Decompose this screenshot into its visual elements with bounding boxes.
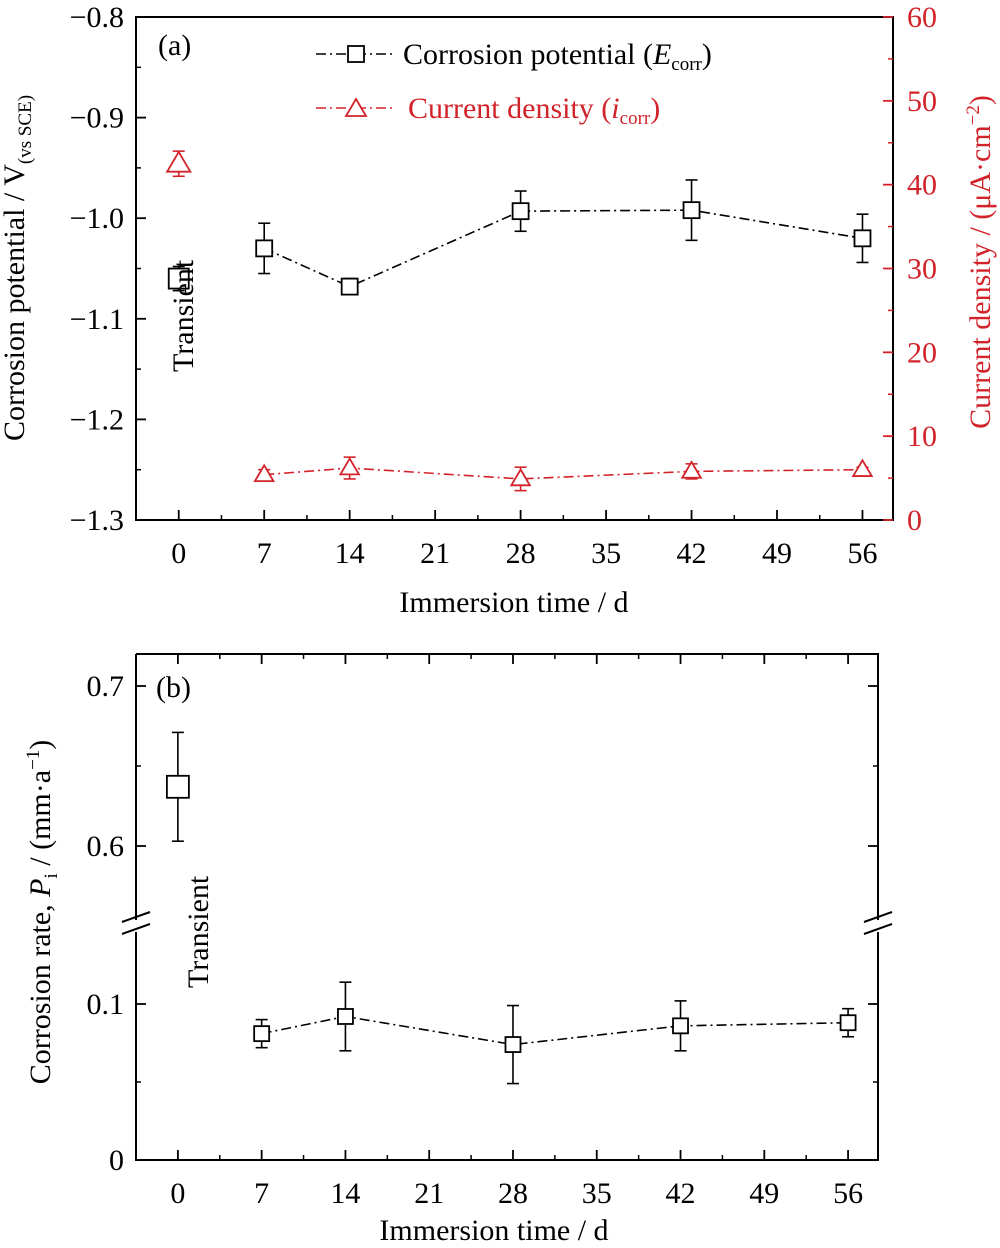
data-point-square — [682, 201, 701, 220]
data-point-triangle — [509, 467, 532, 487]
panel-a-right-ticks: 0 10 20 30 40 50 60 — [883, 1, 937, 537]
data-point-square — [504, 1036, 522, 1053]
legend-icorr-text: Current density (icorr) — [408, 92, 660, 129]
left-y-tick-label: −0.8 — [70, 1, 124, 34]
right-y-tick-label: 20 — [907, 336, 937, 369]
right-y-tick-label: 30 — [907, 253, 937, 286]
panel-b-x-ticks: 0 7 14 21 28 35 42 49 56 — [135, 654, 863, 1210]
left-y-tick-label: −1.2 — [70, 403, 124, 436]
data-point-triangle — [851, 458, 874, 477]
x-tick-label: 35 — [582, 1177, 612, 1210]
panel-a-transient-annotation: Transient — [167, 259, 200, 372]
panel-b-transient-annotation: Transient — [182, 875, 215, 988]
right-y-tick-label: 50 — [907, 85, 937, 118]
panel-b-axis-break-left — [121, 911, 151, 935]
x-tick-label: 7 — [257, 537, 272, 570]
right-y-tick-label: 60 — [907, 1, 937, 34]
data-point-square — [167, 267, 190, 290]
data-point-square — [337, 1008, 354, 1025]
data-point-square — [853, 229, 872, 248]
data-point-triangle — [253, 463, 276, 483]
x-tick-label: 49 — [762, 537, 792, 570]
panel-b-x-axis-label: Immersion time / d — [379, 1214, 608, 1247]
panel-a-legend: Corrosion potential (Ecorr) Current dens… — [316, 38, 712, 129]
x-tick-label: 56 — [833, 1177, 863, 1210]
x-tick-label: 21 — [414, 1177, 444, 1210]
panel-b-frame — [135, 653, 879, 1161]
x-tick-label: 42 — [666, 1177, 696, 1210]
x-tick-label: 28 — [506, 537, 536, 570]
x-tick-label: 14 — [335, 537, 365, 570]
panel-a-left-axis-label: Corrosion potential / V(vs SCE) — [0, 95, 36, 441]
panel-a-left-ticks: −1.3 −1.2 −1.1 −1.0 −0.9 −0.8 — [70, 1, 146, 537]
panel-a-x-ticks: 0 7 14 21 28 35 42 49 56 — [135, 510, 877, 570]
x-tick-label: 14 — [330, 1177, 360, 1210]
left-y-tick-label: −1.3 — [70, 504, 124, 537]
x-tick-label: 42 — [677, 537, 707, 570]
data-point-square — [839, 1014, 857, 1032]
panel-b: 0 7 14 21 28 35 42 49 56 0 0.1 0.6 0.7 (b) Transien… — [23, 653, 893, 1247]
data-point-square — [511, 202, 530, 221]
panel-a-series — [165, 150, 874, 492]
right-y-tick-label: 40 — [907, 169, 937, 202]
x-tick-label: 49 — [749, 1177, 779, 1210]
panel-b-series — [165, 731, 857, 1085]
panel-a-label: (a) — [158, 29, 191, 62]
x-tick-label: 0 — [171, 537, 186, 570]
panel-b-axis-break-right — [863, 911, 893, 935]
y-tick-label: 0.6 — [87, 830, 125, 863]
data-point-triangle — [165, 150, 192, 173]
right-y-tick-label: 10 — [907, 420, 937, 453]
panel-a-right-axis-label: Current density / (μA·cm−2) — [963, 95, 997, 429]
left-y-tick-label: −1.0 — [70, 202, 124, 235]
y-tick-label: 0.1 — [87, 988, 125, 1021]
data-point-triangle — [338, 456, 361, 476]
x-tick-label: 21 — [420, 537, 450, 570]
data-point-square — [672, 1017, 689, 1035]
left-y-tick-label: −1.1 — [70, 303, 124, 336]
legend-marker-triangle — [344, 97, 368, 117]
data-point-square — [253, 1025, 271, 1043]
x-tick-label: 7 — [254, 1177, 269, 1210]
panel-a: 0 7 14 21 28 35 42 49 56 −1.3 −1.2 −1.1 −1.0 −0.9 −0.… — [0, 1, 997, 619]
panel-b-y-ticks: 0 0.1 0.6 0.7 — [87, 670, 878, 1177]
y-tick-label: 0.7 — [87, 670, 125, 703]
panel-a-x-axis-label: Immersion time / d — [399, 586, 628, 619]
data-point-square — [255, 239, 274, 258]
series-line-1 — [264, 467, 863, 480]
data-point-square — [340, 277, 359, 296]
y-tick-label: 0 — [109, 1144, 124, 1177]
panel-b-y-axis-label: Corrosion rate, Pi / (mm·a−1) — [23, 740, 62, 1085]
series-line-0 — [263, 209, 863, 288]
x-tick-label: 0 — [170, 1177, 185, 1210]
left-y-tick-label: −0.9 — [70, 102, 124, 135]
data-point-square — [165, 774, 190, 799]
x-tick-label: 35 — [591, 537, 621, 570]
right-y-tick-label: 0 — [907, 504, 922, 537]
x-tick-label: 28 — [498, 1177, 528, 1210]
x-tick-label: 56 — [847, 537, 877, 570]
data-point-triangle — [680, 460, 703, 479]
legend-marker-square — [347, 45, 365, 63]
legend-ecorr-text: Corrosion potential (Ecorr) — [403, 38, 712, 75]
panel-b-label: (b) — [156, 671, 191, 704]
